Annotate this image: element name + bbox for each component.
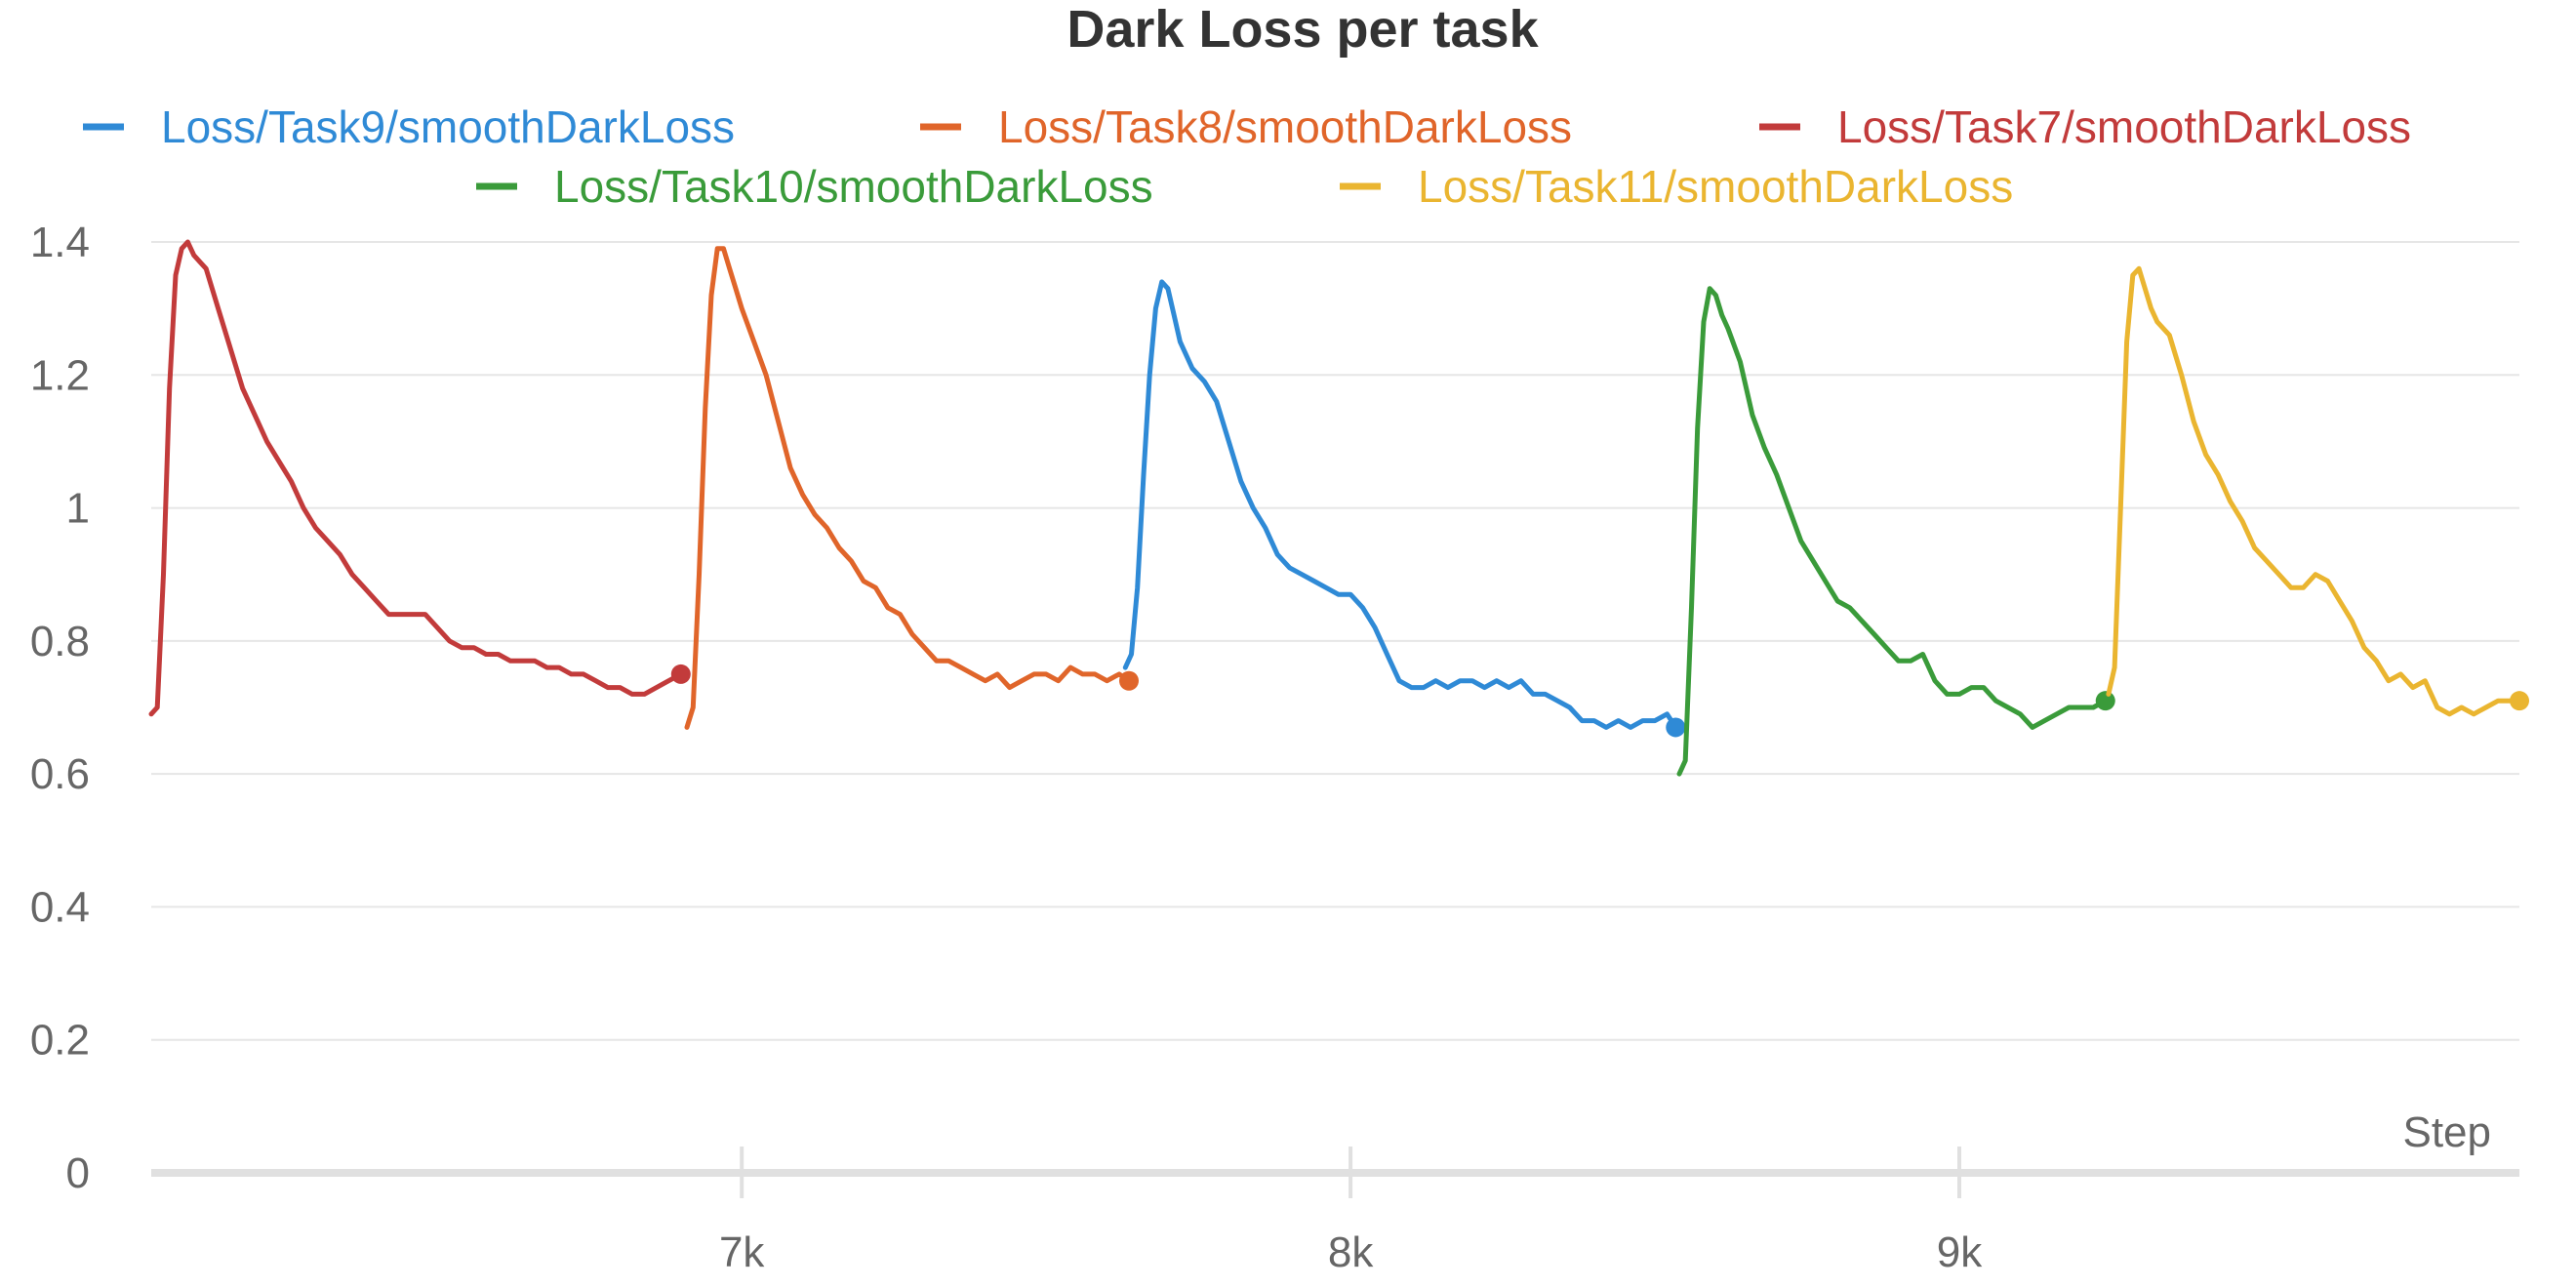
series-end-point-4: [2510, 691, 2529, 711]
x-axis: 7k 8k 9k: [151, 1147, 2519, 1276]
legend-label-3[interactable]: Loss/Task10/smoothDarkLoss: [554, 161, 1153, 212]
y-tick-label-4: 0.8: [30, 618, 90, 665]
x-tick-label-0: 7k: [719, 1228, 765, 1276]
legend-label-4[interactable]: Loss/Task11/smoothDarkLoss: [1418, 161, 2013, 212]
legend-label-0[interactable]: Loss/Task9/smoothDarkLoss: [161, 101, 735, 152]
series-line-3: [1676, 286, 2109, 777]
y-tick-label-6: 1.2: [30, 351, 90, 399]
y-tick-label-1: 0.2: [30, 1017, 90, 1065]
x-axis-label: Step: [2402, 1108, 2491, 1156]
x-tick-label-1: 8k: [1328, 1228, 1374, 1276]
series-end-point-0: [1666, 717, 1686, 738]
y-tick-label-0: 0: [66, 1149, 90, 1197]
y-tick-label-3: 0.6: [30, 750, 90, 798]
series-end-point-1: [1118, 670, 1139, 691]
plot-area: [148, 239, 2529, 777]
legend-label-2[interactable]: Loss/Task7/smoothDarkLoss: [1837, 101, 2411, 152]
series-line-4: [2106, 265, 2522, 717]
grid: [151, 241, 2519, 1041]
x-tick-label-2: 9k: [1937, 1228, 1983, 1276]
series-end-point-3: [2095, 691, 2115, 711]
y-axis: 0 0.2 0.4 0.6 0.8 1 1.2 1.4: [30, 219, 90, 1197]
series-line-0: [1122, 279, 1678, 730]
series-line-2: [148, 239, 684, 717]
y-tick-label-2: 0.4: [30, 883, 90, 931]
series-line-1: [684, 246, 1132, 730]
legend: Loss/Task9/smoothDarkLoss Loss/Task8/smoo…: [83, 101, 2411, 212]
series-end-point-2: [670, 664, 691, 684]
chart-title: Dark Loss per task: [1067, 0, 1539, 59]
y-tick-label-7: 1.4: [30, 219, 90, 266]
legend-label-1[interactable]: Loss/Task8/smoothDarkLoss: [998, 101, 1572, 152]
y-tick-label-5: 1: [66, 485, 90, 533]
